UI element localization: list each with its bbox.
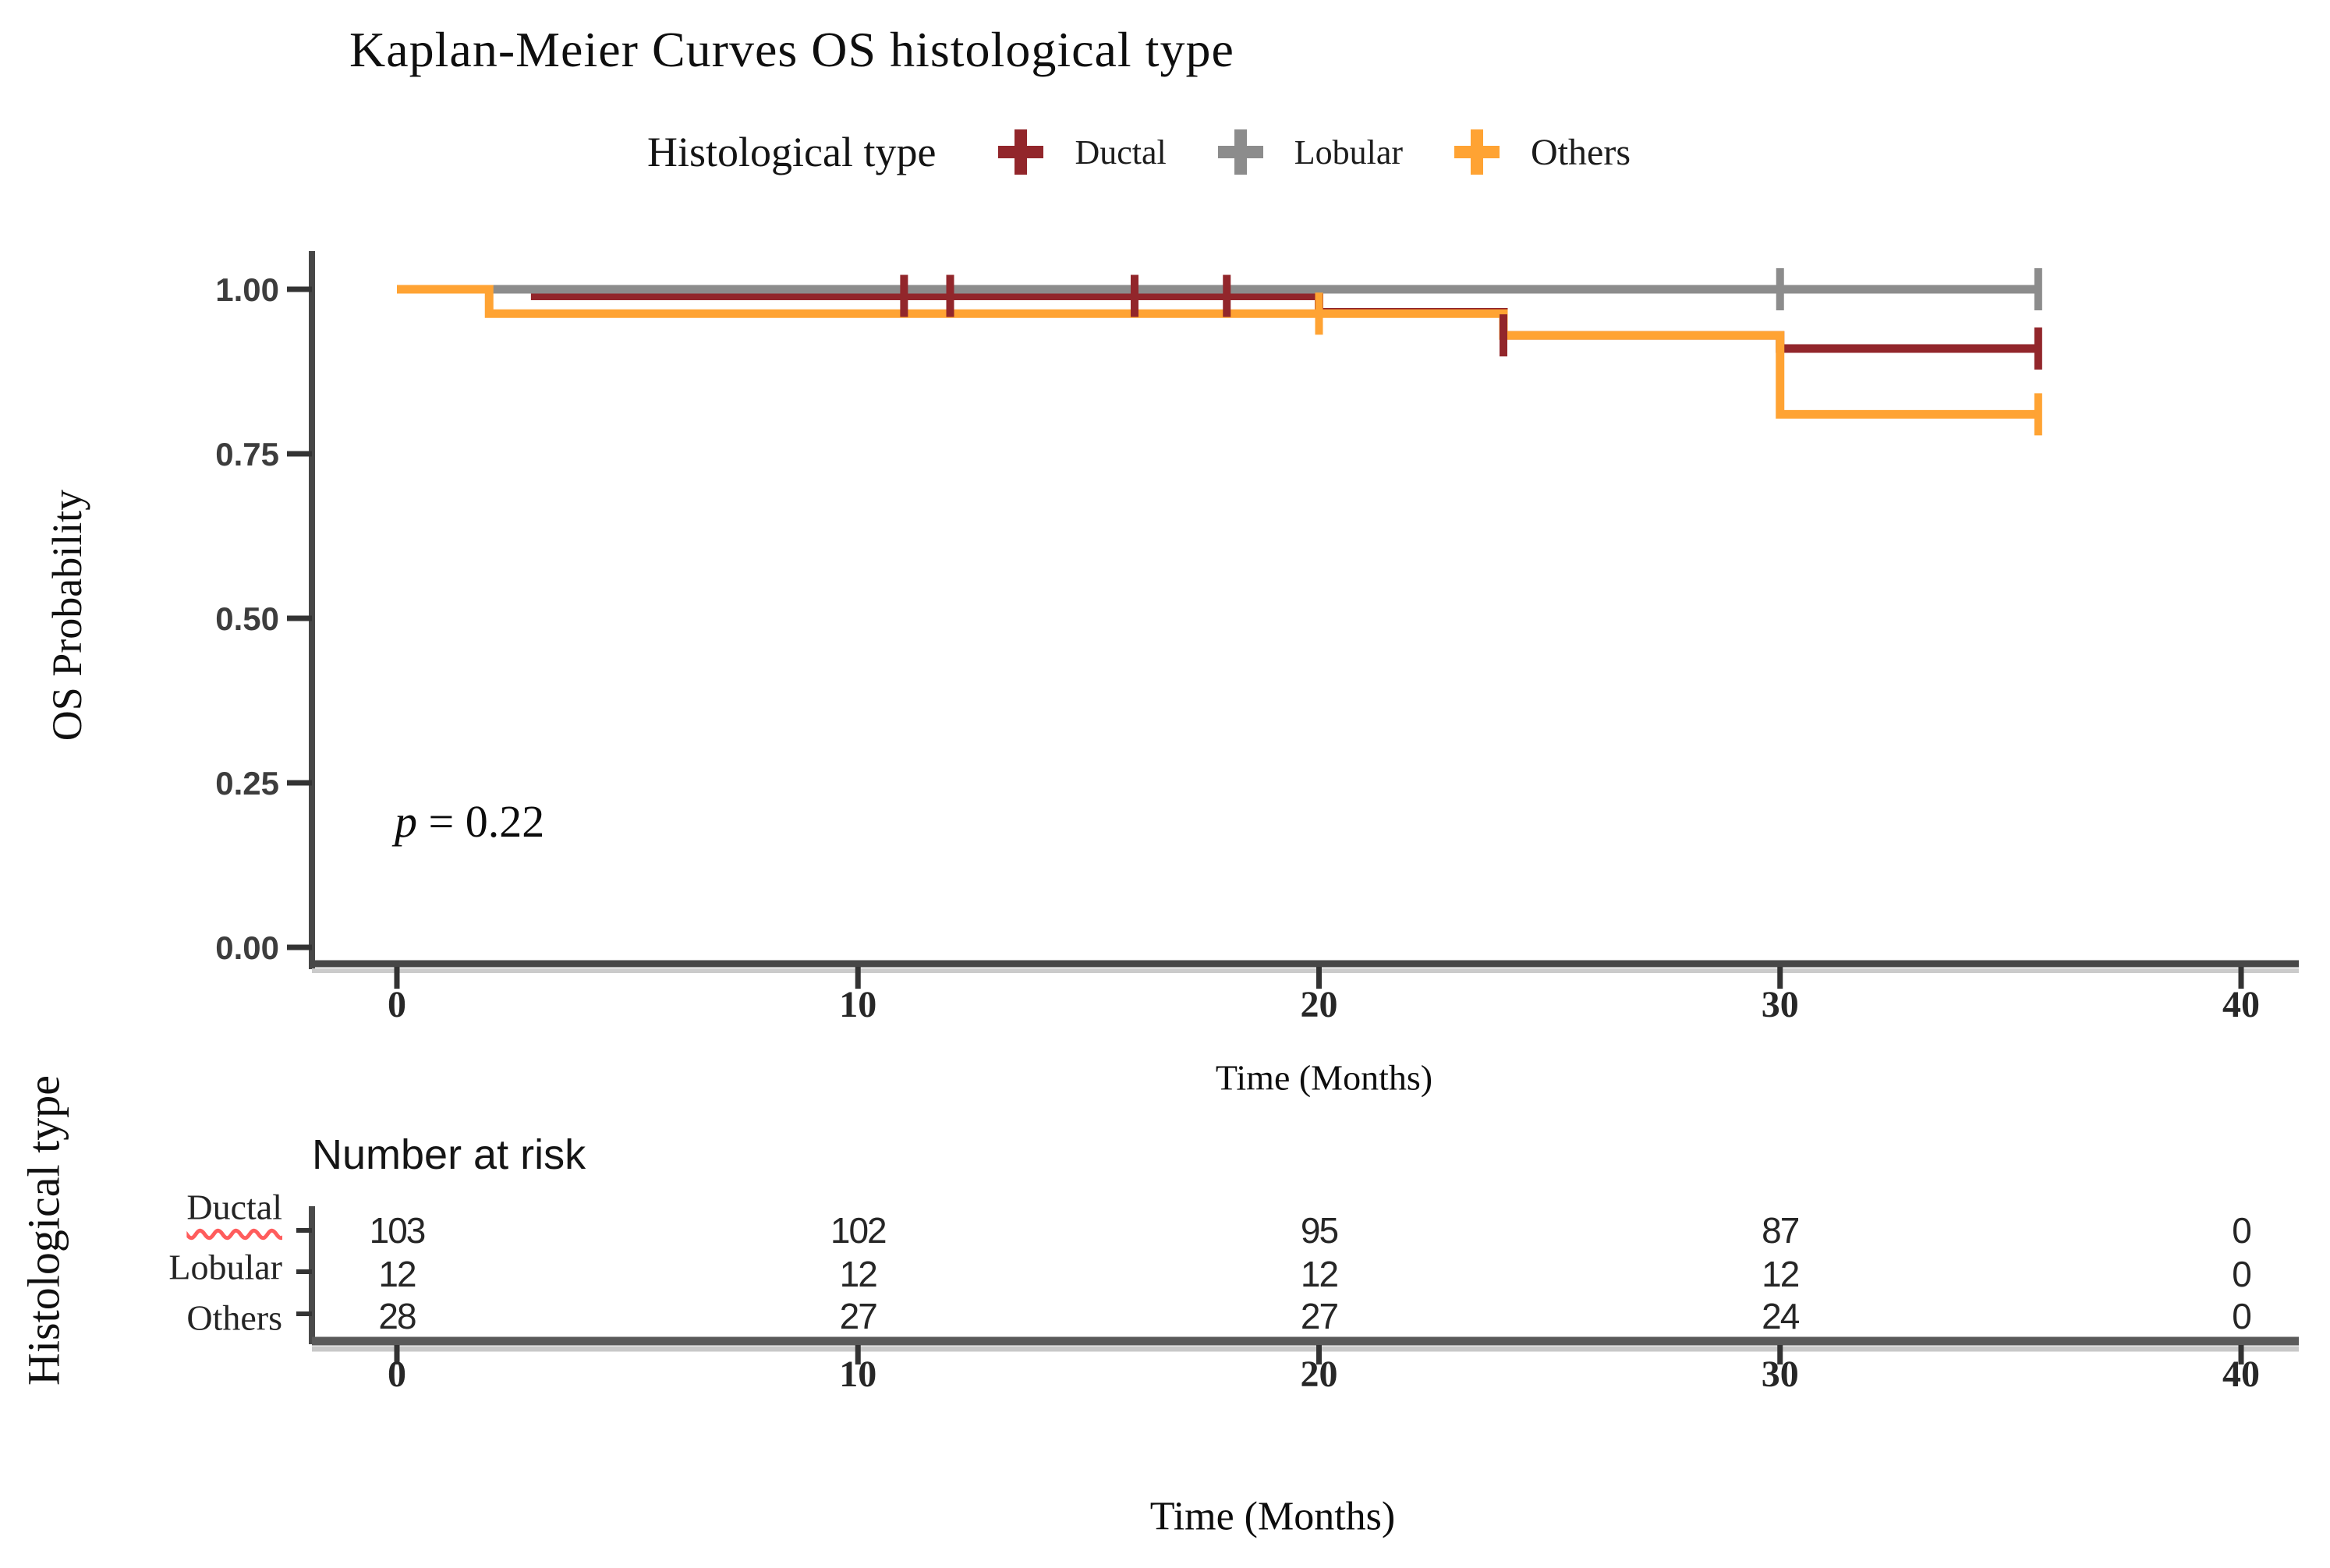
- risk-value: 102: [830, 1210, 886, 1251]
- risk-x-tick-label: 10: [839, 1354, 876, 1395]
- risk-value: 0: [2232, 1254, 2250, 1294]
- x-tick-label: 10: [839, 984, 876, 1025]
- risk-row-label-others: Others: [186, 1297, 282, 1338]
- legend-item-lobular: Lobular: [1210, 122, 1403, 182]
- risk-x-tick-label: 30: [1762, 1354, 1799, 1395]
- plus-marker-icon: [1454, 129, 1500, 175]
- legend-label: Ductal: [1075, 133, 1167, 172]
- legend-title: Histological type: [647, 129, 937, 175]
- risk-value: 12: [1301, 1254, 1338, 1294]
- risk-value: 0: [2232, 1210, 2250, 1251]
- risk-value: 95: [1301, 1210, 1338, 1251]
- risk-value: 12: [840, 1254, 877, 1294]
- y-tick-label: 0.75: [215, 436, 279, 473]
- legend-item-ductal: Ductal: [990, 122, 1167, 182]
- p-symbol: p: [395, 796, 417, 847]
- risk-value: 0: [2232, 1296, 2250, 1336]
- risk-table-side-label: Histological type: [18, 1075, 69, 1386]
- risk-x-tick-label: 20: [1301, 1354, 1338, 1395]
- risk-x-tick-label: 0: [388, 1354, 406, 1395]
- risk-value: 27: [840, 1296, 877, 1336]
- x-tick-label: 20: [1301, 984, 1338, 1025]
- risk-value: 28: [378, 1296, 416, 1336]
- y-axis-label: OS Probability: [44, 489, 90, 742]
- legend-label: Others: [1531, 131, 1631, 173]
- x-tick-label: 40: [2222, 984, 2260, 1025]
- risk-value: 87: [1762, 1210, 1799, 1251]
- km-curve-ductal: [397, 285, 2038, 353]
- y-tick-label: 1.00: [215, 271, 279, 308]
- y-tick-label: 0.25: [215, 765, 279, 802]
- plus-marker-icon: [1217, 129, 1263, 175]
- risk-value: 27: [1301, 1296, 1338, 1336]
- x-tick-label: 30: [1762, 984, 1799, 1025]
- y-tick-label: 0.00: [215, 929, 279, 966]
- x-axis-label: Time (Months): [1215, 1057, 1433, 1098]
- risk-value: 103: [370, 1210, 425, 1251]
- legend-label: Lobular: [1294, 133, 1404, 172]
- p-value-annotation: p = 0.22: [395, 797, 544, 847]
- p-value-text: = 0.22: [417, 796, 545, 847]
- risk-row-label-lobular: Lobular: [168, 1247, 282, 1287]
- risk-value: 24: [1762, 1296, 1800, 1336]
- x-tick-label: 0: [388, 984, 406, 1025]
- legend-item-others: Others: [1447, 122, 1631, 182]
- chart-title: Kaplan-Meier Curves OS histological type: [349, 22, 1234, 77]
- risk-table-title: Number at risk: [312, 1131, 586, 1178]
- risk-value: 12: [1762, 1254, 1799, 1294]
- legend: Histological type Ductal Lobular Others: [647, 123, 1674, 181]
- risk-row-label-ductal: Ductal: [186, 1187, 282, 1227]
- legend-items: Ductal Lobular Others: [990, 122, 1674, 182]
- risk-x-tick-label: 40: [2222, 1354, 2260, 1395]
- y-tick-label: 0.50: [215, 600, 279, 637]
- plus-marker-icon: [998, 129, 1044, 175]
- risk-value: 12: [378, 1254, 416, 1294]
- risk-x-axis-label: Time (Months): [1149, 1494, 1396, 1539]
